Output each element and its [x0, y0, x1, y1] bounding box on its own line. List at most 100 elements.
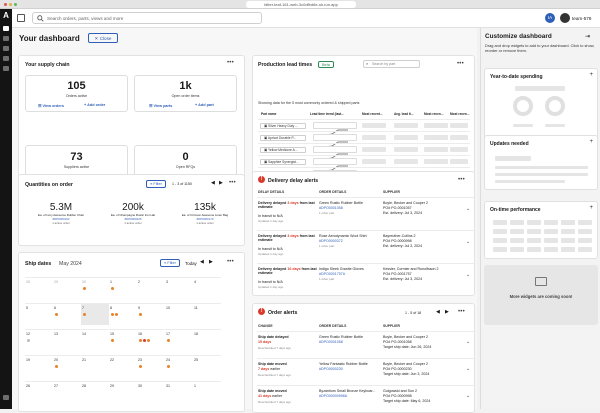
order-name[interactable]: Green Rustic Rubber Bottle [319, 201, 363, 205]
prev-page-button[interactable]: ◀ [436, 309, 440, 315]
widget-updates-needed[interactable]: Updates needed + [484, 135, 598, 190]
calendar-day[interactable]: 30 [137, 381, 165, 403]
order-name[interactable]: Green Rustic Rubber Bottle [319, 335, 363, 339]
more-options-icon[interactable]: ••• [227, 259, 234, 265]
part-name-cell[interactable]: ▣ Sapphire Synergist... [260, 159, 306, 165]
order-name[interactable]: Rose Aerodynamic Wool Shirt [319, 234, 367, 238]
sidebar-toggle-icon[interactable] [17, 14, 25, 22]
expand-chevron-icon[interactable]: ⌄ [466, 393, 471, 399]
calendar-day[interactable]: 4 [193, 277, 221, 299]
alert-row[interactable]: Ship date moved 7 days earlier Rescheduled… [257, 358, 476, 385]
alert-row[interactable]: Delivery delayed 3 days from last estima… [257, 230, 476, 263]
filter-button[interactable]: ≡ Filter [160, 259, 180, 267]
calendar-day[interactable]: 24 [165, 355, 193, 377]
home-icon[interactable] [3, 26, 9, 31]
add-order-link[interactable]: + Add order [84, 103, 106, 107]
suppliers-icon[interactable] [3, 56, 9, 61]
alert-row[interactable]: Delivery delayed 16 days from last estim… [257, 263, 476, 296]
collapse-panel-icon[interactable]: ⇥ [585, 34, 591, 40]
part-name-cell[interactable]: ▣ Apricot Durable P... [260, 135, 306, 141]
calendar-day[interactable]: 15 [109, 329, 137, 351]
add-widget-icon[interactable]: + [589, 139, 593, 145]
calendar-day[interactable]: 17 [165, 329, 193, 351]
maximize-window-icon[interactable] [14, 3, 17, 6]
supplier-name[interactable]: Kessler, Cormier and Runolfsson 2 [383, 267, 439, 271]
calendar-day[interactable]: 28 [25, 277, 53, 299]
widget-on-time-performance[interactable]: On-time performance + [484, 201, 598, 259]
filter-button[interactable]: ≡ Filter [146, 180, 166, 188]
alert-row[interactable]: Delivery delayed 3 days from last estima… [257, 197, 476, 230]
shipment-marker[interactable] [111, 339, 114, 342]
calendar-day[interactable]: 23 [137, 355, 165, 377]
shipment-marker[interactable] [111, 313, 114, 316]
close-window-icon[interactable] [4, 3, 7, 6]
shipment-marker[interactable] [27, 339, 30, 342]
shipment-marker[interactable] [167, 365, 170, 368]
calendar-day[interactable]: 11 [193, 303, 221, 325]
shipment-marker[interactable] [55, 365, 58, 368]
shipment-marker[interactable] [147, 339, 150, 342]
more-options-icon[interactable]: ••• [458, 309, 465, 315]
table-row[interactable]: ▣ Sapphire Synergist... [258, 155, 470, 172]
table-row[interactable]: ▣ Yellow Mediocre A... [258, 143, 470, 160]
supplier-name[interactable]: Boyle, Becker and Cooper 2 [383, 362, 428, 366]
next-page-button[interactable]: ▶ [219, 180, 223, 186]
shipment-marker[interactable] [167, 339, 170, 342]
order-name[interactable]: Byzantium Small Bronze Keyboar... [319, 389, 376, 393]
shipment-marker[interactable] [143, 339, 146, 342]
shipment-marker[interactable] [139, 313, 142, 316]
expand-chevron-icon[interactable]: ⌄ [466, 339, 471, 345]
calendar-day[interactable]: 8 [109, 303, 137, 325]
team-avatar[interactable] [560, 13, 570, 23]
order-id[interactable]: #DPO00000998U [319, 394, 348, 398]
alert-row[interactable]: Ship date moved 41 days earlier Reschedule… [257, 385, 476, 412]
team-name[interactable]: team-578 [572, 16, 592, 21]
reports-icon[interactable] [3, 66, 9, 71]
calendar-day[interactable]: 25 [193, 355, 221, 377]
more-options-icon[interactable]: ••• [458, 177, 465, 183]
today-button[interactable]: Today [185, 261, 197, 266]
expand-chevron-icon[interactable]: ⌄ [466, 272, 471, 278]
order-name[interactable]: Indigo Sleek Granite Gloves [319, 267, 364, 271]
view-parts-link[interactable]: ☰ View parts [149, 104, 173, 108]
order-id[interactable]: #DPO0000230 [319, 367, 343, 371]
calendar-day[interactable]: 29 [53, 277, 81, 299]
settings-icon[interactable] [3, 395, 9, 400]
add-part-link[interactable]: + Add part [195, 103, 214, 107]
search-input[interactable]: Search orders, parts, views and more [32, 12, 262, 24]
prev-month-button[interactable]: ◀ [200, 259, 204, 265]
table-row[interactable]: ▣ Apricot Durable P... [258, 131, 470, 148]
order-id[interactable]: #DPO0000372 [319, 239, 343, 243]
add-widget-icon[interactable]: + [589, 205, 593, 211]
shipment-marker[interactable] [115, 313, 118, 316]
more-options-icon[interactable]: ••• [457, 61, 464, 67]
calendar-day[interactable]: 28 [81, 381, 109, 403]
order-id[interactable]: #DPO0001757U [319, 272, 346, 276]
shipment-marker[interactable] [139, 339, 142, 342]
expand-chevron-icon[interactable]: ⌄ [466, 366, 471, 372]
part-name-cell[interactable]: ▣ Yellow Mediocre A... [260, 147, 306, 153]
calendar-day[interactable]: 5 [25, 303, 53, 325]
shipment-marker[interactable] [83, 287, 86, 290]
calendar-day[interactable]: 12 [25, 329, 53, 351]
calendar-day[interactable]: 13 [53, 329, 81, 351]
orders-icon[interactable] [3, 36, 9, 41]
more-options-icon[interactable]: ••• [229, 180, 236, 186]
next-month-button[interactable]: ▶ [209, 259, 213, 265]
qty-item[interactable]: 5.3M Ea. of Ivory Awesome Rubber Chair #… [38, 202, 84, 225]
supplier-name[interactable]: Boyle, Becker and Cooper 2 [383, 201, 428, 205]
parts-icon[interactable] [3, 46, 9, 51]
calendar-day[interactable]: 26 [25, 381, 53, 403]
more-options-icon[interactable]: ••• [227, 60, 234, 66]
calendar-day[interactable]: 9 [137, 303, 165, 325]
app-logo[interactable]: A [3, 11, 9, 20]
part-name-cell[interactable]: ▣ Silver Heavy Duty ... [260, 123, 306, 129]
view-orders-link[interactable]: ☰ View orders [38, 104, 64, 108]
calendar-day[interactable]: 7 [81, 303, 109, 325]
shipment-marker[interactable] [111, 287, 114, 290]
order-id[interactable]: #DPO0001058 [319, 206, 343, 210]
supplier-name[interactable]: Bayreuther-Collins 2 [383, 234, 416, 238]
expand-chevron-icon[interactable]: ⌄ [466, 239, 471, 245]
calendar-day[interactable]: 20 [53, 355, 81, 377]
order-name[interactable]: Yellow Fantastic Rubber Bottle [319, 362, 368, 366]
